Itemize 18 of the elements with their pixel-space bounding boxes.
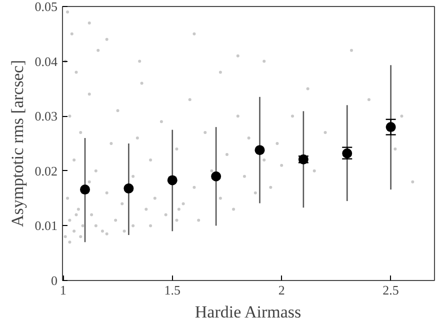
point <box>80 184 90 195</box>
x-tick-label: 2 <box>278 282 285 298</box>
y-tick-label: 0.01 <box>34 218 58 234</box>
x-tick-label: 1 <box>60 282 66 298</box>
y-tick-label: 0.03 <box>34 108 58 124</box>
y-tick-label: 0.02 <box>34 163 58 178</box>
point <box>254 145 265 156</box>
point <box>124 183 134 194</box>
point <box>167 175 178 186</box>
x-tick-label: 2.5 <box>382 282 399 298</box>
point <box>386 122 396 132</box>
y-tick-label: 0.04 <box>34 54 58 69</box>
y-tick-label: 0.05 <box>34 0 58 14</box>
point <box>211 171 222 182</box>
y-axis-title: Asymptotic rms [arcsec] <box>8 60 27 228</box>
x-axis-title: Hardie Airmass <box>194 302 302 322</box>
y-tick-label: 0 <box>51 273 58 288</box>
x-tick-label: 1.5 <box>164 282 180 298</box>
